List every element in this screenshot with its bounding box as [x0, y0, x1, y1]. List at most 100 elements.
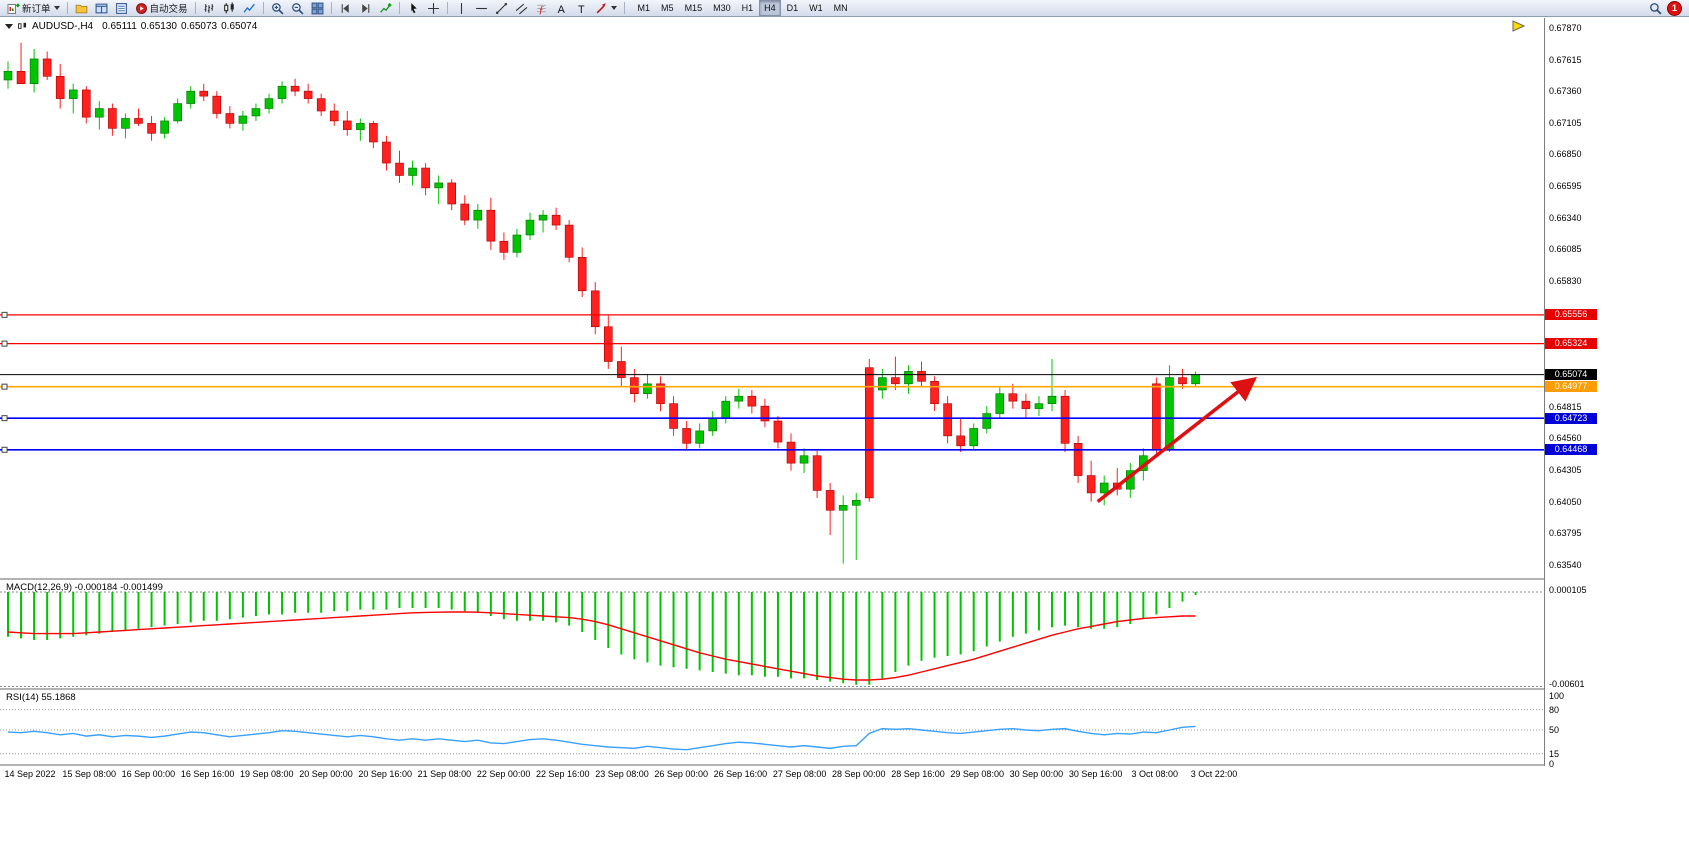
data-window-icon [115, 2, 127, 14]
macd-axis-label: 0.000105 [1549, 585, 1587, 595]
macd-pane[interactable] [0, 591, 1544, 687]
search-icon[interactable] [1649, 2, 1662, 15]
rsi-pane[interactable] [0, 709, 1544, 755]
candle-body [108, 108, 117, 129]
candle-body [656, 383, 665, 404]
line-handle[interactable] [1, 446, 8, 453]
macd-pane-label: MACD(12,26,9) -0.000184 -0.001499 [6, 582, 163, 593]
time-axis-label: 22 Sep 00:00 [476, 769, 531, 779]
timeframe-mn[interactable]: MN [833, 3, 848, 13]
time-axis-label: 26 Sep 00:00 [654, 769, 708, 779]
candle-body [316, 98, 326, 112]
rsi-value: 55.1868 [41, 692, 76, 703]
channel-button[interactable] [512, 0, 531, 17]
line-handle[interactable] [1, 311, 8, 318]
cursor-button[interactable] [404, 0, 423, 17]
candle-body [773, 420, 783, 443]
step-forward-button[interactable] [356, 0, 375, 17]
price-axis-label: 0.66595 [1549, 181, 1582, 192]
bar-chart-icon [204, 3, 213, 13]
rsi-axis-label: 100 [1549, 691, 1565, 701]
svg-text:ƒ: ƒ [538, 4, 543, 14]
candle-body [1021, 400, 1031, 409]
candle-body [447, 182, 457, 205]
chart-shift-marker[interactable] [1512, 20, 1526, 32]
candle-body [930, 381, 939, 404]
text-button[interactable]: A [552, 0, 571, 17]
trendline-button[interactable] [492, 0, 511, 17]
vertical-line-button[interactable] [452, 0, 471, 17]
toolbar-separator [623, 2, 625, 14]
price-level-badge: 0.64723 [1545, 412, 1597, 424]
time-axis-label: 20 Sep 16:00 [358, 769, 412, 779]
candle-body [3, 71, 13, 81]
candle-body [251, 108, 261, 117]
indicators-button[interactable] [376, 0, 395, 17]
candle-body [617, 361, 626, 378]
price-pane[interactable] [0, 42, 1544, 564]
candle-body [917, 371, 926, 382]
trend-arrow[interactable] [1096, 376, 1258, 503]
timeframe-toolbar: M1 M5 M15 M30 H1 H4 D1 W1 MN [633, 0, 853, 16]
candle-body [186, 90, 195, 104]
toolbar-separator [330, 2, 332, 14]
price-axis-label: 0.64305 [1549, 464, 1582, 475]
price-axis-label: 0.64560 [1549, 433, 1582, 444]
chart-window-button[interactable] [92, 0, 111, 17]
price-axis-label: 0.64050 [1549, 496, 1582, 507]
timeframe-m1[interactable]: M1 [637, 3, 651, 13]
profiles-button[interactable] [72, 0, 91, 17]
pane-divider[interactable] [0, 764, 1544, 766]
data-window-button[interactable] [112, 0, 131, 17]
text-label-button[interactable]: T [572, 0, 591, 17]
timeframe-m30[interactable]: M30 [713, 3, 731, 13]
crosshair-icon [427, 2, 439, 14]
pane-divider[interactable] [0, 578, 1544, 580]
rsi-name: RSI(14) [6, 692, 39, 703]
candle-body [434, 182, 443, 189]
candle-body [838, 505, 848, 511]
candle-body [68, 89, 78, 99]
crosshair-button[interactable] [424, 0, 443, 17]
line-chart-button[interactable] [240, 0, 259, 17]
line-handle[interactable] [1, 383, 8, 390]
zoom-out-button[interactable] [288, 0, 307, 17]
timeframe-m5[interactable]: M5 [661, 3, 674, 13]
candlestick-chart-button[interactable] [220, 0, 239, 17]
step-back-icon [341, 3, 349, 13]
time-axis-label: 16 Sep 16:00 [180, 769, 235, 779]
arrow-objects-button[interactable] [592, 0, 620, 17]
timeframe-d1[interactable]: D1 [786, 3, 799, 13]
notification-badge[interactable]: 1 [1667, 0, 1682, 16]
time-axis-label: 23 Sep 08:00 [595, 769, 649, 779]
chart-type-icon [18, 22, 27, 29]
candle-body [369, 123, 378, 143]
candle-body [147, 123, 156, 134]
new-order-button[interactable]: 新订单 [4, 0, 63, 17]
line-handle[interactable] [1, 340, 8, 347]
svg-text:T: T [578, 3, 585, 14]
main-chart[interactable] [0, 18, 1544, 766]
candle-body [1178, 377, 1187, 385]
horizontal-line-button[interactable] [472, 0, 491, 17]
timeframe-h4[interactable]: H4 [759, 0, 781, 16]
candle-body [851, 500, 861, 506]
chart-menu-caret-icon[interactable] [5, 24, 13, 29]
chart-header: AUDUSD-,H4 0.65111 0.65130 0.65073 0.650… [5, 21, 257, 32]
candle-body [812, 455, 822, 491]
tile-windows-button[interactable] [308, 0, 327, 17]
line-handle[interactable] [1, 415, 8, 422]
toolbar-separator [262, 2, 264, 14]
timeframe-w1[interactable]: W1 [809, 3, 823, 13]
step-back-button[interactable] [336, 0, 355, 17]
pane-divider[interactable] [0, 688, 1544, 690]
fibonacci-button[interactable]: ƒ [532, 0, 551, 17]
candle-body [408, 167, 417, 176]
timeframe-h1[interactable]: H1 [741, 3, 754, 13]
candle-body [1152, 383, 1161, 450]
zoom-in-button[interactable] [268, 0, 287, 17]
timeframe-m15[interactable]: M15 [684, 3, 703, 13]
bar-chart-button[interactable] [200, 0, 219, 17]
auto-trading-button[interactable]: 自动交易 [132, 0, 191, 17]
candle-body [1191, 374, 1200, 385]
